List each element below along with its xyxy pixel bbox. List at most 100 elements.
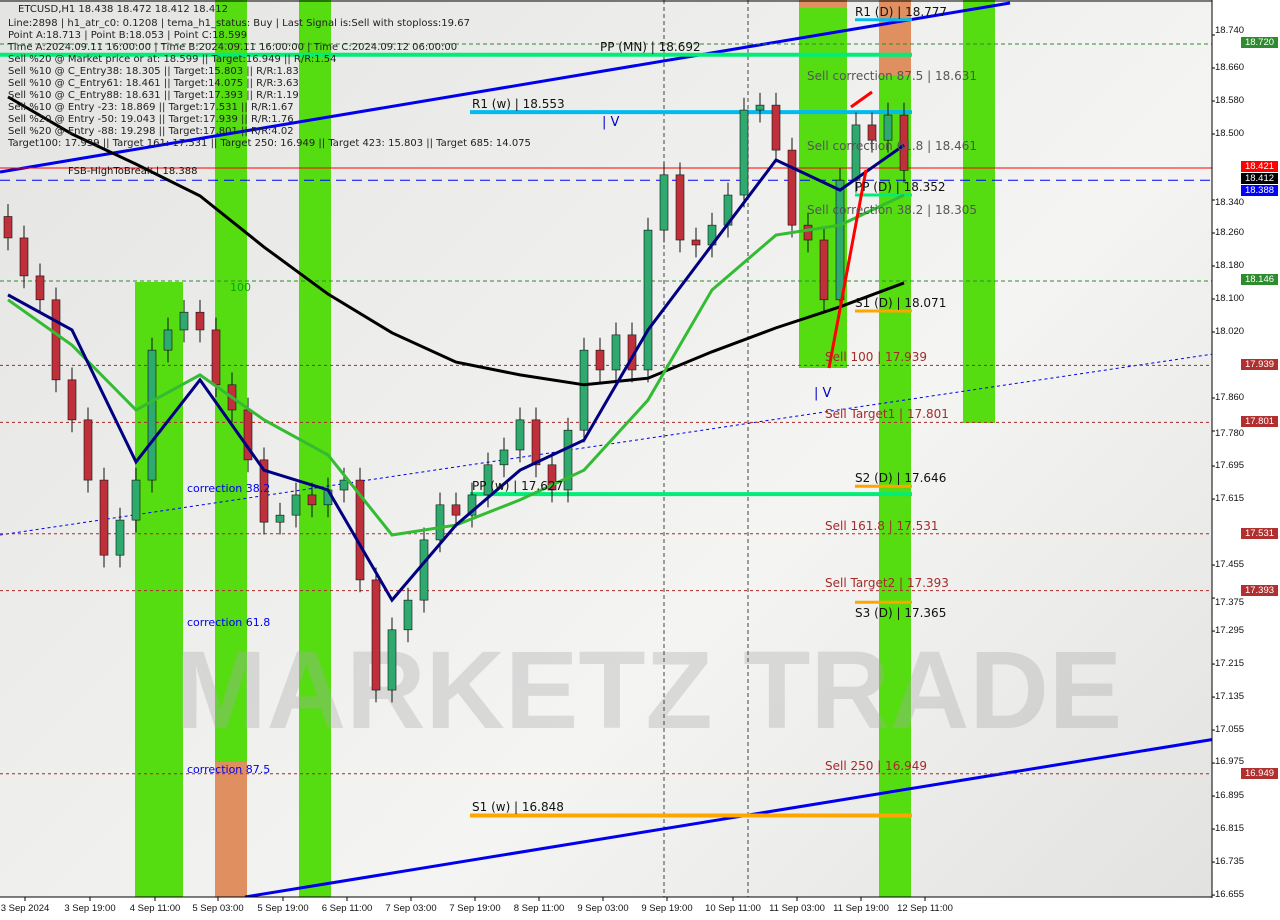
level-label: Sell Target2 | 17.393 [825, 575, 949, 590]
abc-line [850, 90, 873, 109]
price-tag: 18.421 [1241, 160, 1278, 172]
info-line: Sell %20 @ Entry -88: 19.298 || Target:1… [8, 126, 294, 137]
candle [531, 419, 541, 466]
candle [163, 329, 173, 351]
y-tick-label: 16.655 [1215, 889, 1245, 901]
candle [547, 464, 557, 491]
symbol-header: ETCUSD,H1 18.438 18.472 18.412 18.412 [18, 4, 228, 15]
candle [355, 479, 365, 581]
price-tag: 18.720 [1241, 37, 1278, 49]
correction-label: correction 38.2 [187, 482, 271, 495]
y-tick-label: 17.780 [1215, 428, 1245, 440]
price-tag: 16.949 [1241, 767, 1278, 779]
signal-band-orange [799, 0, 847, 8]
x-tick-label: 9 Sep 19:00 [641, 903, 693, 914]
level-label: PP (D) | 18.352 [855, 180, 946, 195]
candle [83, 419, 93, 481]
y-tick-label: 17.295 [1215, 625, 1245, 637]
y-tick-label: 18.500 [1215, 128, 1245, 139]
price-tag: 17.393 [1241, 584, 1278, 596]
candle [147, 349, 157, 481]
y-tick-label: 16.975 [1215, 755, 1245, 767]
ma-navy-line [7, 143, 905, 603]
wave-label: | V [602, 115, 620, 130]
level-label: PP (MN) | 18.692 [600, 39, 701, 54]
y-tick-label: 17.215 [1215, 658, 1245, 670]
price-tag: 17.531 [1241, 527, 1278, 539]
candle [451, 504, 461, 516]
candle [787, 149, 797, 226]
level-label: Sell 161.8 | 17.531 [825, 518, 939, 533]
candle [819, 239, 829, 301]
y-tick-label: 18.260 [1215, 227, 1245, 238]
info-line: Line:2898 | h1_atr_c0: 0.1208 | tema_h1_… [8, 18, 470, 29]
candle [339, 479, 349, 491]
y-tick-label: 18.740 [1215, 25, 1245, 37]
y-tick-label: 17.455 [1215, 559, 1245, 571]
y-tick-label: 16.895 [1215, 790, 1245, 802]
trend-dotted-line [0, 349, 1241, 536]
price-tag: 18.146 [1241, 274, 1278, 286]
watermark: MARKETZ TRADE [175, 629, 1122, 752]
signal-band-green [963, 0, 995, 423]
candle [387, 629, 397, 691]
ma-black-line [7, 95, 905, 387]
candle [515, 419, 525, 451]
y-tick-label: 16.815 [1215, 823, 1245, 835]
x-tick-label: 12 Sep 11:00 [897, 903, 953, 914]
candle [899, 114, 909, 171]
candle [483, 464, 493, 496]
candle [611, 334, 621, 371]
candle [291, 494, 301, 516]
price-tag: 18.412 [1241, 172, 1278, 184]
x-tick-label: 4 Sep 11:00 [129, 903, 181, 914]
level-label: Sell Target1 | 17.801 [825, 407, 949, 422]
price-tag: 18.388 [1241, 184, 1278, 196]
level-label: PP (w) | 17.627 [472, 479, 564, 494]
x-tick-label: 7 Sep 03:00 [385, 903, 437, 914]
y-tick-label: 17.860 [1215, 392, 1245, 403]
candle [307, 494, 317, 506]
candle [99, 479, 109, 556]
candle [51, 299, 61, 381]
signal-band-orange [215, 762, 247, 897]
candle [275, 514, 285, 523]
info-line: Sell %10 @ C_Entry61: 18.461 || Target:1… [8, 78, 299, 89]
candle [3, 216, 13, 239]
info-line: Time A:2024.09.11 16:00:00 | Time B:2024… [8, 42, 458, 53]
level-label: S2 (D) | 17.646 [855, 471, 947, 486]
candle [403, 599, 413, 631]
y-tick-label: 18.020 [1215, 326, 1245, 337]
price-axis [1212, 0, 1280, 920]
time-axis [0, 897, 1280, 920]
candle [739, 109, 749, 196]
candle [35, 275, 45, 301]
y-tick-label: 18.580 [1215, 95, 1245, 106]
candle [195, 311, 205, 331]
channel-top-line [0, 1, 1011, 174]
level-label: S1 (D) | 18.071 [855, 295, 947, 310]
abc-line [827, 169, 868, 369]
candle [259, 459, 269, 523]
candle [755, 104, 765, 111]
candle [883, 114, 893, 141]
candle [19, 237, 29, 277]
y-tick-label: 17.615 [1215, 493, 1245, 505]
info-line: Sell %10 @ C_Entry38: 18.305 || Target:1… [8, 66, 299, 77]
correction-label: correction 61.8 [187, 616, 271, 629]
level-label: Sell 100 | 17.939 [825, 350, 928, 365]
info-line: Sell %10 @ C_Entry88: 18.631 || Target:1… [8, 90, 299, 101]
signal-band-green [215, 0, 247, 762]
y-tick-label: 17.135 [1215, 691, 1245, 703]
candle [803, 224, 813, 241]
candle [771, 104, 781, 151]
signal-band-orange [879, 0, 911, 75]
candle [67, 379, 77, 421]
level-label: Sell 250 | 16.949 [825, 758, 928, 773]
x-tick-label: 3 Sep 19:00 [64, 903, 116, 914]
info-line: Point A:18.713 | Point B:18.053 | Point … [8, 30, 248, 41]
candle [867, 124, 877, 141]
candle [115, 519, 125, 556]
